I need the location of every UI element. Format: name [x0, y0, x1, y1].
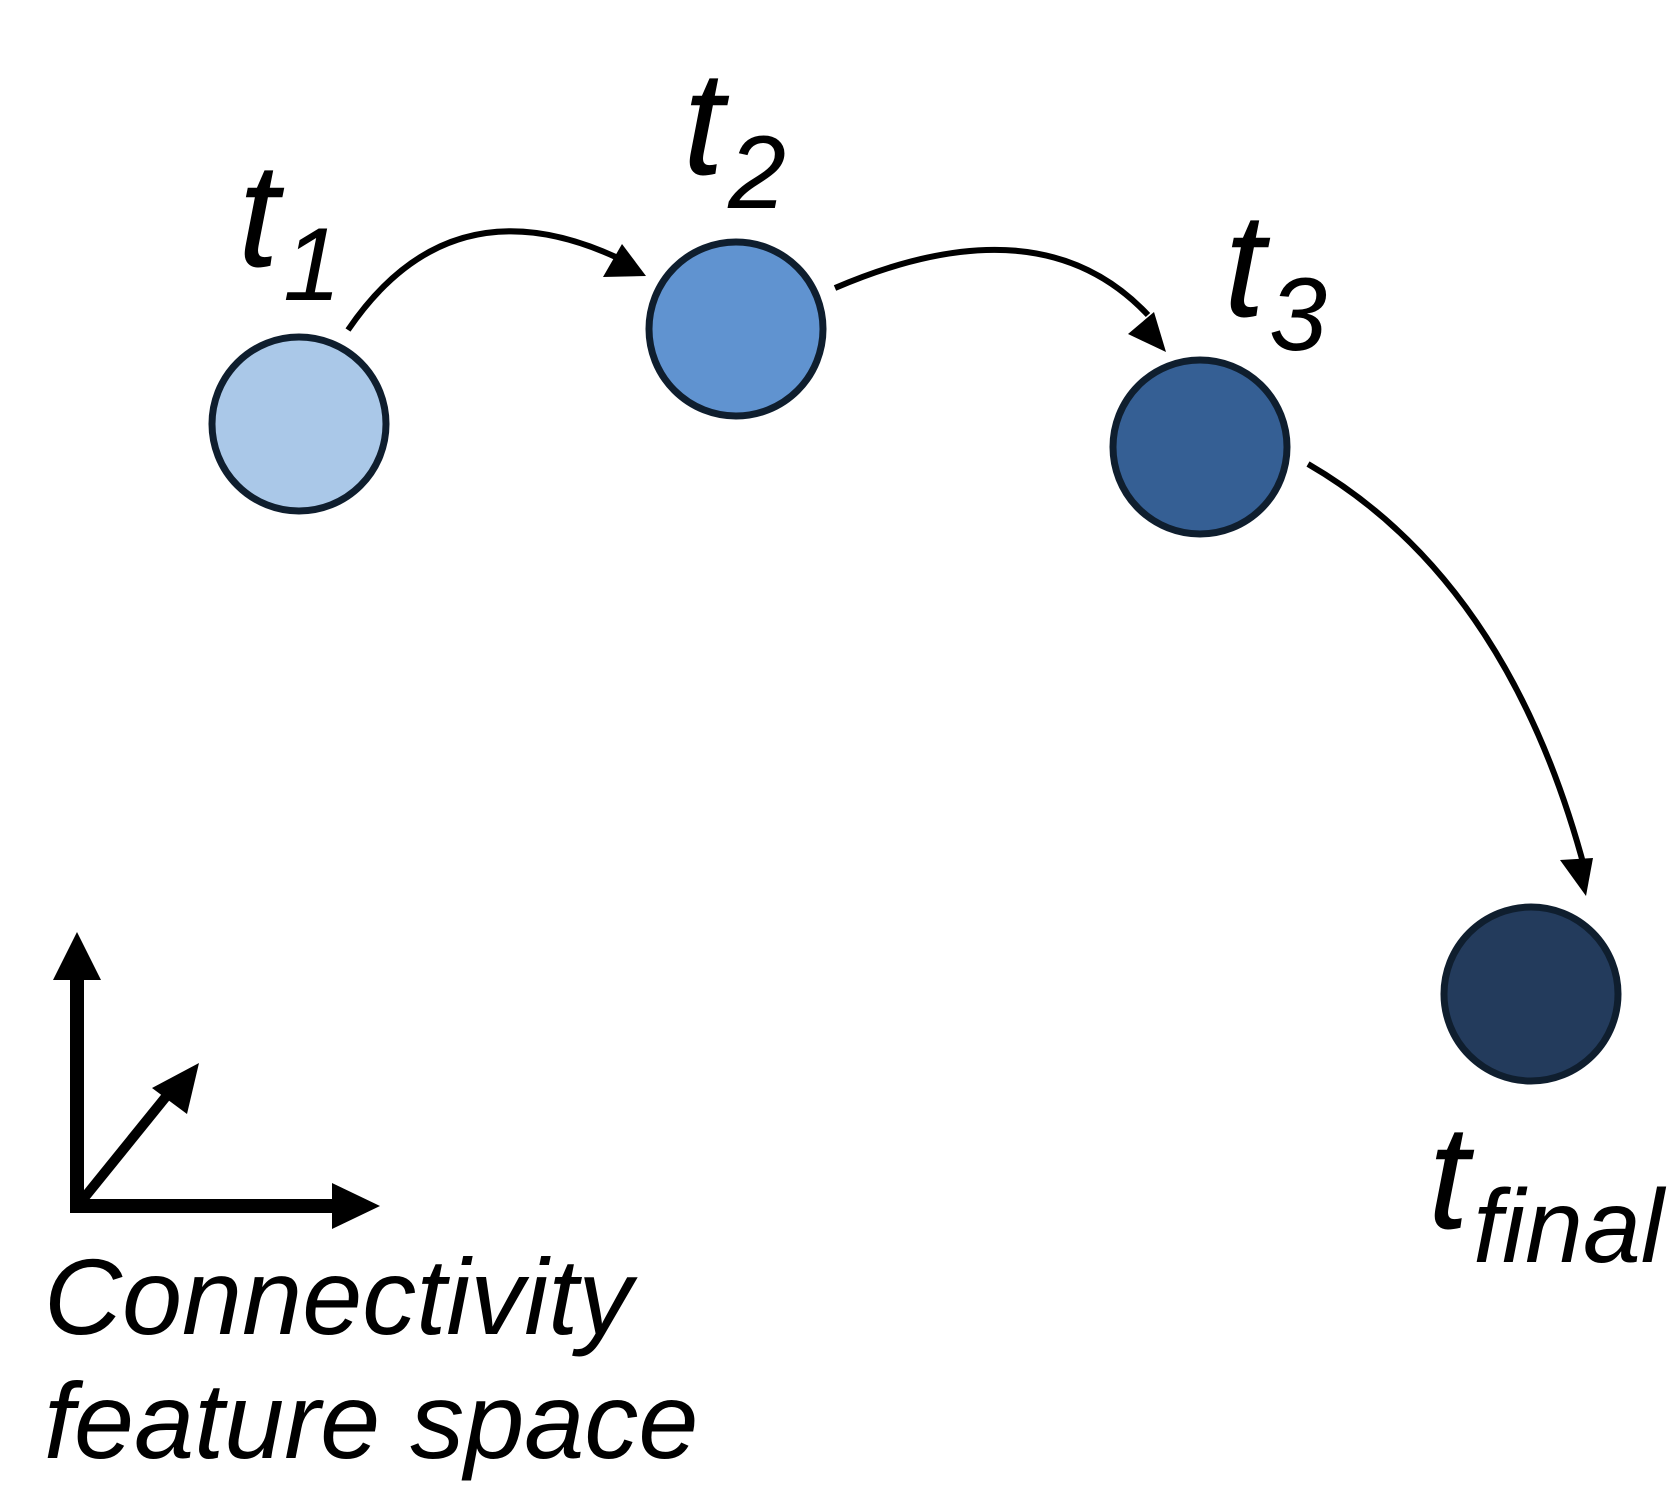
- caption: Connectivity feature space: [44, 1236, 698, 1481]
- node-t1: [208, 333, 390, 515]
- label-tfinal-sub: final: [1473, 1169, 1667, 1285]
- axes-icon: [53, 932, 380, 1229]
- label-t3-sub: 3: [1269, 257, 1327, 373]
- axis-horizontal-arrowhead: [332, 1183, 380, 1229]
- caption-line2: feature space: [44, 1360, 698, 1481]
- node-t3: [1109, 356, 1291, 538]
- label-tfinal-base: t: [1428, 1095, 1475, 1260]
- caption-line1: Connectivity: [44, 1236, 638, 1357]
- arrowhead-t3-to-tfinal: [1560, 858, 1593, 896]
- label-t1-base: t: [238, 133, 285, 298]
- label-t2-base: t: [683, 41, 730, 206]
- label-t3: t3: [1224, 183, 1327, 373]
- arrow-t2-to-t3: [833, 246, 1151, 318]
- axis-vertical-arrowhead: [53, 932, 101, 980]
- trajectory-nodes: [208, 238, 1622, 1085]
- node-t2: [645, 238, 827, 420]
- arrow-t1-to-t2: [345, 228, 620, 332]
- arrowhead-t1-to-t2: [603, 244, 646, 277]
- label-tfinal: tfinal: [1428, 1095, 1667, 1285]
- transition-arrows: [345, 228, 1593, 896]
- node-tfinal: [1440, 903, 1622, 1085]
- arrowhead-t2-to-t3: [1128, 312, 1166, 352]
- arrow-t3-to-tfinal: [1306, 461, 1588, 871]
- time-labels: t1 t2 t3 tfinal: [238, 41, 1667, 1285]
- axis-diagonal: [76, 1084, 177, 1207]
- label-t1: t1: [238, 133, 341, 323]
- axis-diagonal-arrowhead: [152, 1063, 199, 1114]
- label-t2: t2: [683, 41, 786, 231]
- label-t1-sub: 1: [283, 207, 341, 323]
- label-t3-base: t: [1224, 183, 1271, 348]
- label-t2-sub: 2: [727, 115, 786, 231]
